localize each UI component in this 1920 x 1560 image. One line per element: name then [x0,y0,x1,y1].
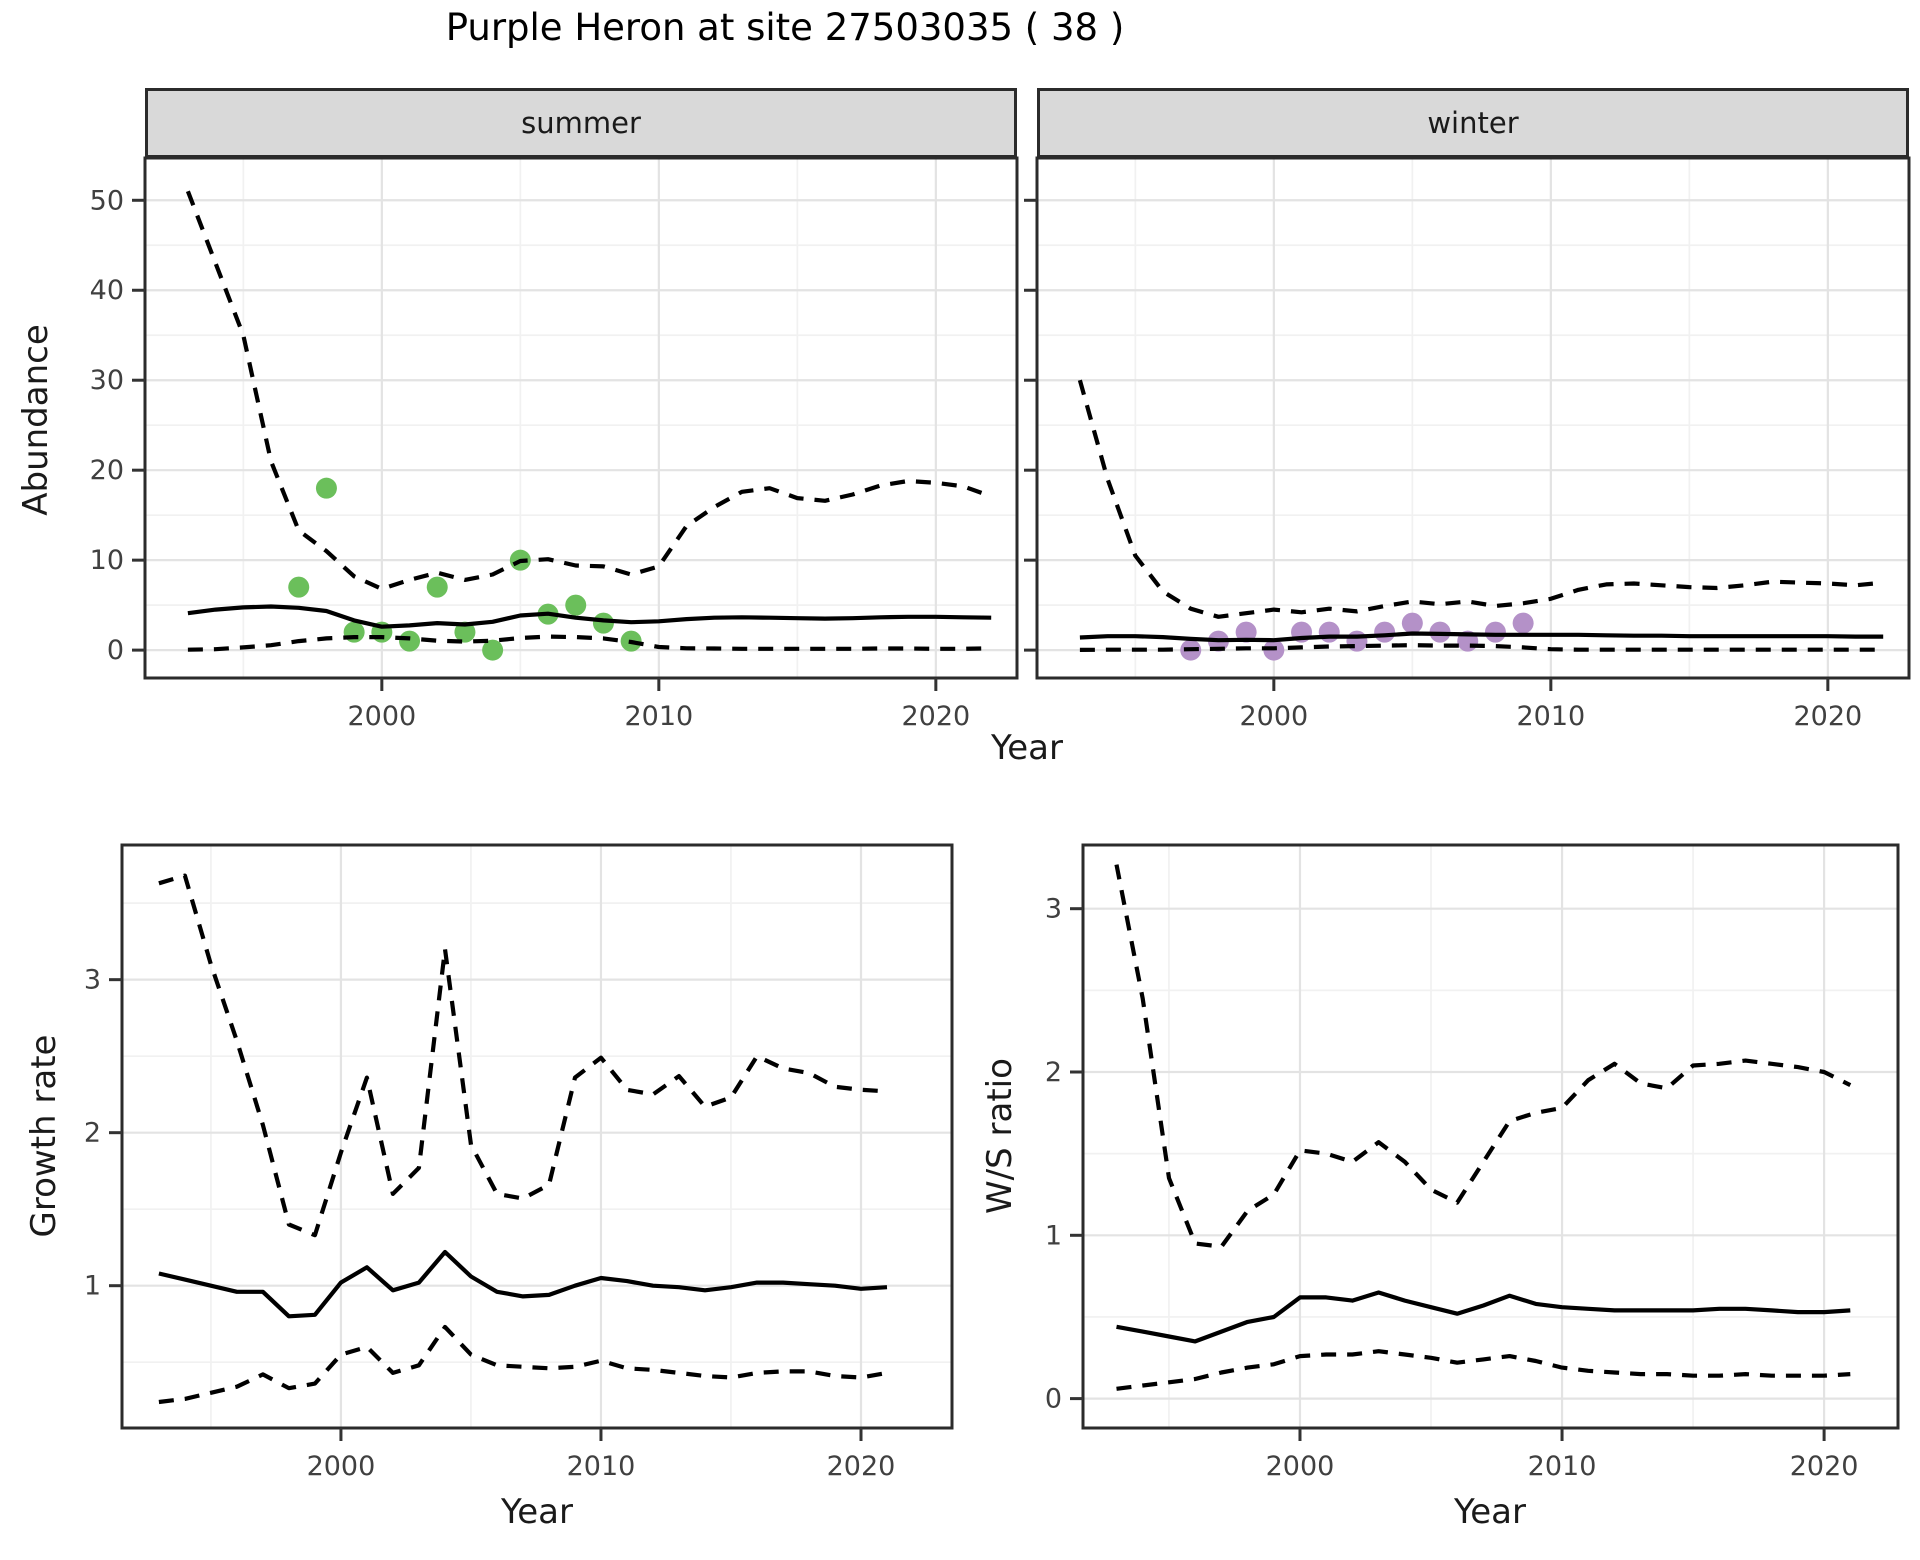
panel-ws-ratio: 2000 2010 2020 0 1 2 3 [1045,843,1900,1482]
y-tick-label: 10 [90,545,124,576]
y-tick-label: 3 [84,965,101,996]
facet-strip-summer: summer [145,88,1017,158]
observed_winter_counts-point [1512,612,1534,634]
facet-strip-winter-label: winter [1427,106,1519,140]
observed_winter_counts-point [1484,621,1506,643]
series-median [1116,1290,1851,1344]
y-tick-label: 20 [90,455,124,486]
series-median [187,604,992,629]
observed_winter_counts-point [1374,621,1396,643]
panel-abundance-winter: 2000 2010 2020 [1024,156,1911,732]
series-upper_95ci [158,873,888,1238]
x-tick-label: 2020 [1790,1451,1859,1482]
series-lower_95ci [1116,1349,1851,1391]
y-tick-label: 30 [90,365,124,396]
series-median [158,1249,888,1319]
series-median [1079,631,1884,643]
observed_winter_counts-point [1346,630,1368,652]
observed_summer_counts-point [315,477,337,499]
observed_winter_counts-point [1235,621,1257,643]
series-lower_95ci [158,1324,888,1405]
panel-background [1037,158,1909,678]
observed_summer_counts-point [592,612,614,634]
y-tick-label: 0 [107,635,124,666]
y-axis-title-growth-rate: Growth rate [24,1034,64,1238]
y-tick-label: 3 [1045,894,1062,925]
panel-border [143,156,1019,680]
figure-title: Purple Heron at site 27503035 ( 38 ) [445,6,1125,49]
series-upper_95ci [1077,379,1884,619]
y-tick-label: 40 [90,275,124,306]
x-axis-title-year-bottom-left: Year [501,1492,573,1532]
observed_summer_counts-point [454,621,476,643]
x-tick-label: 2020 [901,701,970,732]
observed_winter_counts-point [1318,621,1340,643]
x-tick-label: 2000 [1239,701,1308,732]
x-axis-title-year-top: Year [991,728,1063,768]
panel-growth-rate: 2000 2010 2020 1 2 3 [84,843,954,1482]
panel-border [120,843,954,1430]
y-axis-title-abundance: Abundance [16,324,56,516]
x-tick-label: 2020 [827,1451,896,1482]
panel-background [1083,845,1898,1428]
series-upper_95ci [1114,864,1852,1249]
observed_summer_counts-point [565,594,587,616]
observed_summer_counts-point [288,576,310,598]
y-axis-title-ws-ratio: W/S ratio [980,1058,1020,1214]
panel-border [1081,843,1900,1430]
y-tick-label: 2 [1045,1057,1062,1088]
x-axis-title-year-bottom-right: Year [1454,1492,1526,1532]
observed_summer_counts-point [482,639,504,661]
x-tick-label: 2010 [1528,1451,1597,1482]
observed_summer_counts-point [399,630,421,652]
panel-border [1035,156,1911,680]
x-tick-label: 2000 [347,701,416,732]
y-tick-label: 1 [1045,1220,1062,1251]
y-tick-label: 2 [84,1118,101,1149]
x-tick-label: 2000 [1266,1451,1335,1482]
series-lower_95ci [187,634,992,652]
y-tick-label: 50 [90,185,124,216]
x-tick-label: 2010 [624,701,693,732]
y-tick-label: 0 [1045,1384,1062,1415]
panel-abundance-summer: 2000 2010 2020 0 10 20 30 40 50 [90,156,1019,732]
y-tick-label: 1 [84,1271,101,1302]
panel-background [122,845,952,1428]
x-tick-label: 2020 [1793,701,1862,732]
observed_winter_counts-point [1401,612,1423,634]
series-lower_95ci [1079,643,1884,652]
observed_summer_counts-point [426,576,448,598]
x-tick-label: 2010 [567,1451,636,1482]
facet-strip-winter: winter [1037,88,1909,158]
x-tick-label: 2010 [1516,701,1585,732]
x-tick-label: 2000 [307,1451,376,1482]
facet-strip-summer-label: summer [521,106,641,140]
